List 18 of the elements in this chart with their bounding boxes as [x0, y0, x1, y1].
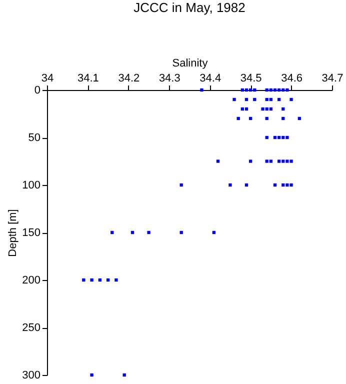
x-tick-label: 34.6 — [281, 72, 302, 84]
x-tick-label: 34.4 — [200, 72, 222, 84]
y-tick-label: 200 — [22, 274, 40, 286]
y-axis-title: Depth [m] — [7, 209, 20, 257]
x-tick-label: 34.3 — [158, 72, 180, 84]
x-tick-label: 34.5 — [240, 72, 262, 84]
y-tick-label: 150 — [22, 227, 40, 239]
chart-title: JCCC in May, 1982 — [134, 0, 246, 15]
x-tick-label: 34.1 — [78, 72, 99, 84]
y-tick-label: 0 — [34, 84, 40, 96]
x-tick-label: 34.2 — [118, 72, 140, 84]
y-tick-label: 250 — [22, 322, 40, 334]
x-tick-label: 34 — [41, 72, 54, 84]
y-tick-label: 50 — [28, 132, 40, 144]
x-axis-title: Salinity — [172, 58, 208, 70]
x-tick-label: 34.7 — [322, 72, 344, 84]
y-tick-label: 300 — [22, 370, 40, 382]
y-tick-label: 100 — [22, 180, 40, 192]
